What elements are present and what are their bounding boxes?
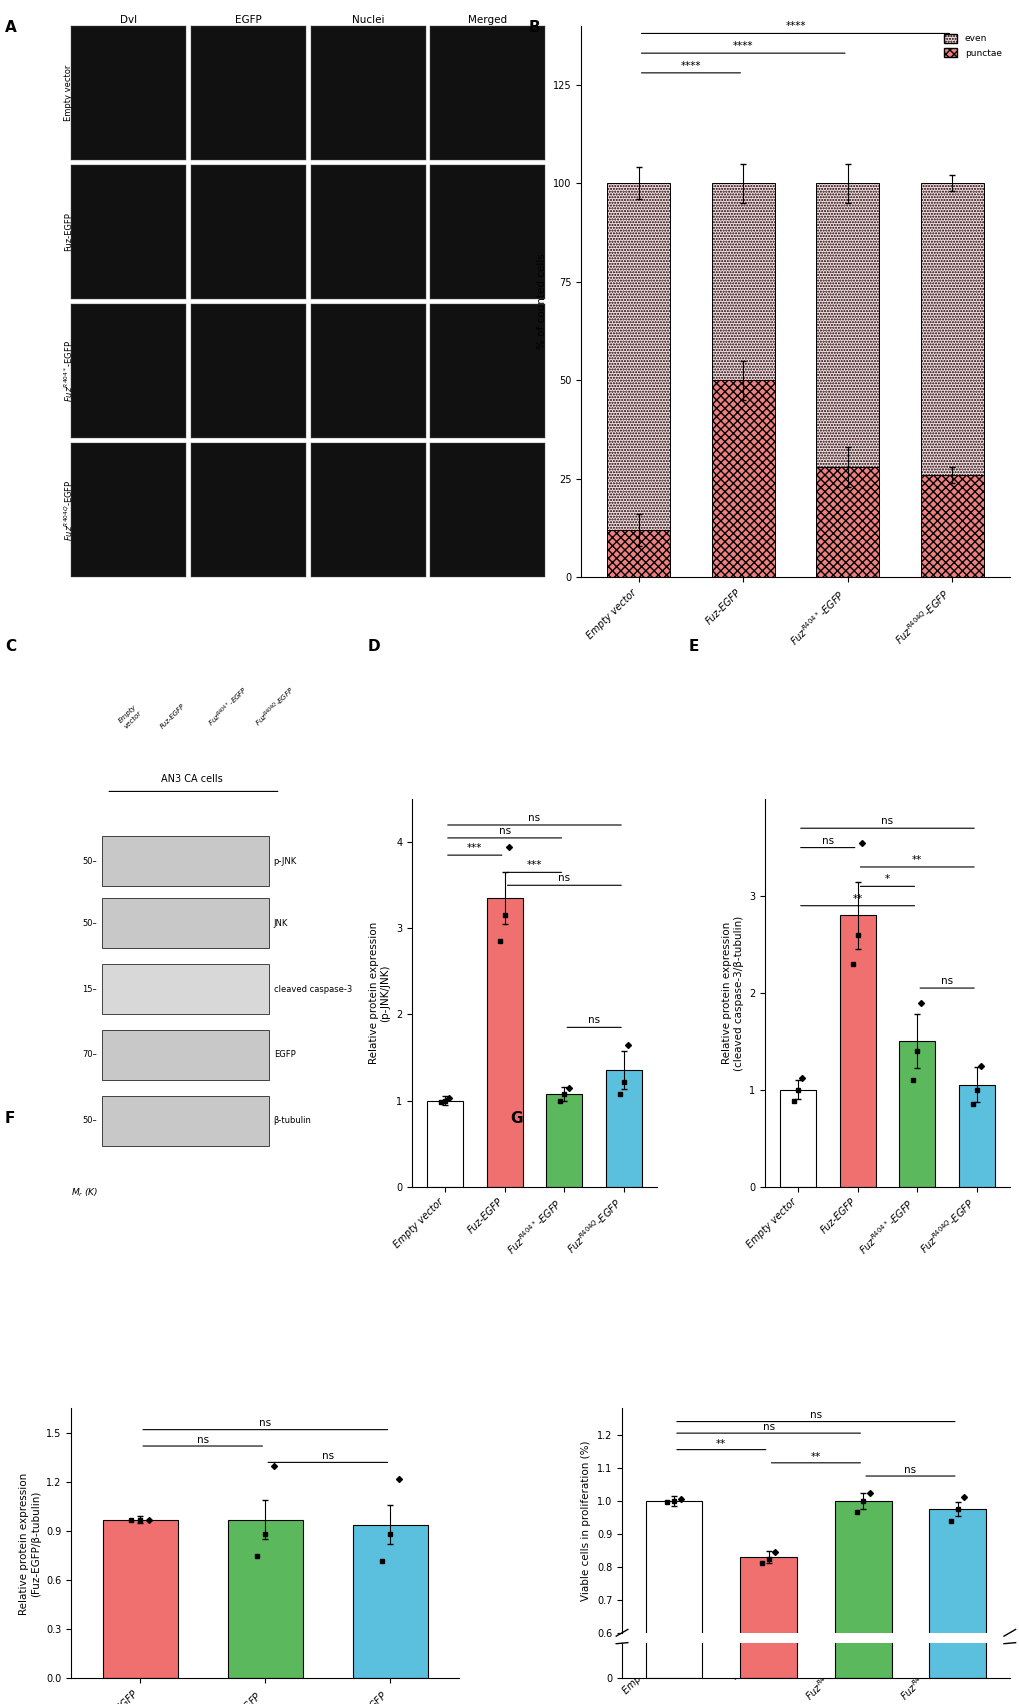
Text: ns: ns bbox=[321, 1452, 333, 1460]
FancyBboxPatch shape bbox=[102, 837, 269, 886]
Text: ns: ns bbox=[880, 816, 893, 826]
Text: E: E bbox=[688, 639, 698, 654]
Bar bbox=[928, 1622, 985, 1678]
Title: Merged: Merged bbox=[468, 15, 506, 26]
Y-axis label: $Fuz^{R404Q}$-EGFP: $Fuz^{R404Q}$-EGFP bbox=[62, 481, 74, 542]
Bar bbox=[486, 898, 522, 1186]
Text: B: B bbox=[528, 20, 539, 36]
Bar bbox=[839, 915, 874, 1186]
Text: ****: **** bbox=[680, 61, 700, 72]
Y-axis label: % of counted cells: % of counted cells bbox=[537, 254, 547, 349]
Bar bbox=[780, 1091, 815, 1186]
Text: 50–: 50– bbox=[83, 918, 97, 927]
FancyBboxPatch shape bbox=[102, 898, 269, 949]
Bar bbox=[740, 1557, 796, 1704]
Text: ns: ns bbox=[809, 1411, 821, 1421]
Text: Fuz$^{R404*}$-EGFP: Fuz$^{R404*}$-EGFP bbox=[206, 685, 251, 729]
Text: D: D bbox=[367, 639, 379, 654]
Y-axis label: Fuz-EGFP: Fuz-EGFP bbox=[64, 213, 73, 250]
Bar bbox=[606, 530, 669, 578]
Bar bbox=[103, 1520, 177, 1678]
FancyBboxPatch shape bbox=[102, 1029, 269, 1080]
Bar bbox=[711, 380, 773, 578]
Text: **: ** bbox=[715, 1438, 726, 1448]
Text: ns: ns bbox=[821, 835, 833, 845]
Text: *: * bbox=[884, 874, 890, 884]
Text: EGFP: EGFP bbox=[273, 1050, 296, 1060]
Bar bbox=[645, 1622, 702, 1678]
Bar bbox=[928, 1510, 985, 1704]
Text: ****: **** bbox=[733, 41, 753, 51]
Text: 50–: 50– bbox=[83, 1116, 97, 1125]
FancyBboxPatch shape bbox=[102, 964, 269, 1014]
Bar bbox=[815, 184, 878, 467]
Text: cleaved caspase-3: cleaved caspase-3 bbox=[273, 985, 352, 993]
Bar bbox=[834, 1622, 891, 1678]
Title: Dvl: Dvl bbox=[120, 15, 138, 26]
Text: ****: **** bbox=[785, 22, 805, 31]
Text: JNK: JNK bbox=[273, 918, 287, 927]
Text: p-JNK: p-JNK bbox=[273, 857, 297, 866]
Text: ns: ns bbox=[904, 1465, 916, 1476]
Text: ns: ns bbox=[259, 1418, 271, 1428]
Bar bbox=[645, 1501, 702, 1704]
Y-axis label: Viable cells in proliferation (%): Viable cells in proliferation (%) bbox=[581, 1440, 591, 1600]
Bar bbox=[920, 184, 982, 475]
Text: F: F bbox=[5, 1111, 15, 1126]
Bar bbox=[353, 1525, 428, 1678]
Bar bbox=[227, 1520, 303, 1678]
Bar bbox=[958, 1085, 994, 1186]
Text: G: G bbox=[510, 1111, 522, 1126]
Legend: even, punctae: even, punctae bbox=[940, 31, 1005, 61]
Text: ns: ns bbox=[498, 826, 511, 837]
Title: Nuclei: Nuclei bbox=[352, 15, 384, 26]
Bar bbox=[427, 1101, 463, 1186]
Text: ***: *** bbox=[467, 843, 482, 854]
Text: ***: *** bbox=[526, 861, 542, 871]
Text: **: ** bbox=[911, 855, 921, 866]
Text: ns: ns bbox=[762, 1423, 773, 1431]
Bar bbox=[899, 1041, 934, 1186]
Text: ns: ns bbox=[197, 1435, 209, 1445]
FancyBboxPatch shape bbox=[102, 1096, 269, 1147]
Text: C: C bbox=[5, 639, 16, 654]
Text: 70–: 70– bbox=[82, 1050, 97, 1060]
Text: 50–: 50– bbox=[83, 857, 97, 866]
Bar bbox=[740, 1631, 796, 1678]
Bar bbox=[920, 475, 982, 578]
Title: EGFP: EGFP bbox=[234, 15, 262, 26]
Text: β-tubulin: β-tubulin bbox=[273, 1116, 311, 1125]
Text: 15–: 15– bbox=[83, 985, 97, 993]
Bar bbox=[834, 1501, 891, 1704]
Text: **: ** bbox=[810, 1452, 820, 1462]
Bar bbox=[606, 184, 669, 530]
Bar bbox=[815, 467, 878, 578]
Text: Fuz-EGFP: Fuz-EGFP bbox=[160, 702, 186, 729]
Bar bbox=[546, 1094, 582, 1186]
Text: AN3 CA cells: AN3 CA cells bbox=[161, 774, 223, 784]
Text: ns: ns bbox=[588, 1016, 599, 1026]
Text: $M_r$ (K): $M_r$ (K) bbox=[71, 1186, 99, 1200]
Bar bbox=[711, 184, 773, 380]
Text: **: ** bbox=[852, 895, 862, 903]
Text: ns: ns bbox=[557, 874, 570, 883]
Text: Empty
vector: Empty vector bbox=[118, 704, 143, 729]
Y-axis label: Relative protein expression
(cleaved caspase-3/β-tubulin): Relative protein expression (cleaved cas… bbox=[721, 915, 743, 1070]
Text: ns: ns bbox=[528, 813, 540, 823]
Y-axis label: $Fuz^{R404*}$-EGFP: $Fuz^{R404*}$-EGFP bbox=[62, 341, 74, 402]
Y-axis label: Empty vector: Empty vector bbox=[64, 65, 73, 121]
Text: Fuz$^{R404Q}$-EGFP: Fuz$^{R404Q}$-EGFP bbox=[253, 685, 297, 729]
Bar bbox=[605, 1070, 641, 1186]
Text: ns: ns bbox=[941, 976, 953, 987]
Y-axis label: Relative protein expression
(p-JNK/JNK): Relative protein expression (p-JNK/JNK) bbox=[369, 922, 390, 1063]
Y-axis label: Relative protein expression
(Fuz-EGFP/β-tubulin): Relative protein expression (Fuz-EGFP/β-… bbox=[19, 1472, 41, 1614]
Text: A: A bbox=[5, 20, 17, 36]
